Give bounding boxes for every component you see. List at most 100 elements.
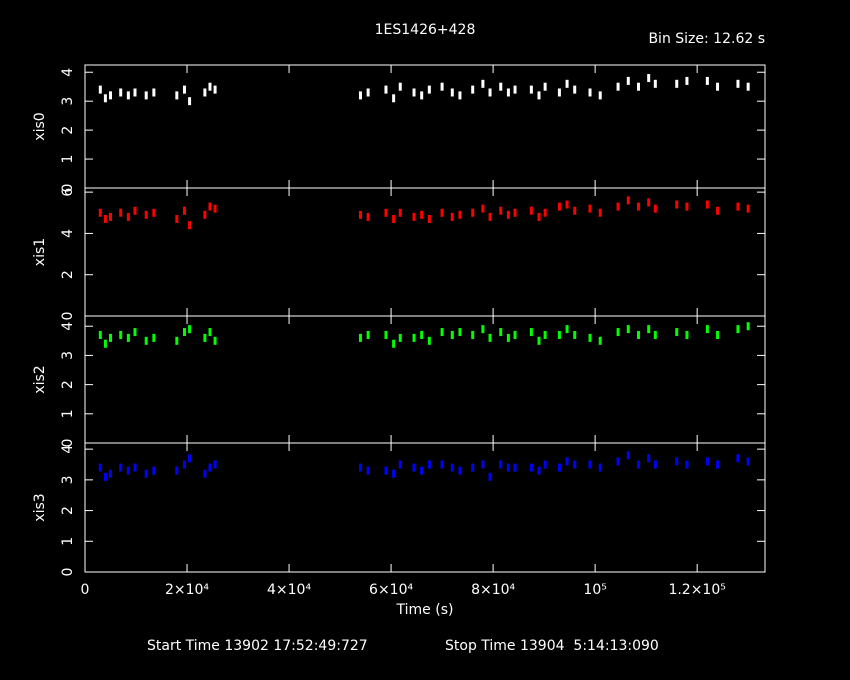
data-point bbox=[98, 85, 102, 94]
data-point bbox=[573, 330, 577, 339]
data-point bbox=[427, 214, 431, 223]
data-point bbox=[398, 208, 402, 217]
panel-frame bbox=[84, 442, 766, 573]
data-point bbox=[398, 460, 402, 469]
data-point bbox=[412, 88, 416, 97]
data-point bbox=[126, 91, 130, 100]
data-point bbox=[358, 333, 362, 342]
data-point bbox=[616, 202, 620, 211]
data-point bbox=[133, 88, 137, 97]
y-axis-label: xis0 bbox=[32, 112, 48, 140]
y-tick-label: 1 bbox=[60, 409, 76, 418]
data-point bbox=[458, 328, 462, 337]
data-point bbox=[543, 330, 547, 339]
y-tick-label: 3 bbox=[60, 475, 76, 484]
data-point bbox=[537, 466, 541, 475]
data-point bbox=[152, 333, 156, 342]
data-point bbox=[705, 76, 709, 85]
data-point bbox=[588, 333, 592, 342]
data-point bbox=[513, 330, 517, 339]
data-point bbox=[588, 460, 592, 469]
data-point bbox=[109, 469, 113, 478]
data-point bbox=[565, 457, 569, 466]
data-point bbox=[208, 328, 212, 337]
data-point bbox=[188, 325, 192, 334]
data-point bbox=[513, 85, 517, 94]
data-point bbox=[513, 463, 517, 472]
data-point bbox=[109, 212, 113, 221]
data-point bbox=[175, 336, 179, 345]
data-point bbox=[213, 204, 217, 213]
data-point bbox=[543, 460, 547, 469]
data-point bbox=[412, 212, 416, 221]
x-tick-label: 8×10⁴ bbox=[471, 582, 515, 598]
data-point bbox=[208, 82, 212, 91]
data-point bbox=[705, 457, 709, 466]
data-point bbox=[616, 328, 620, 337]
data-point bbox=[653, 204, 657, 213]
data-point bbox=[440, 208, 444, 217]
data-point bbox=[685, 330, 689, 339]
data-point bbox=[427, 460, 431, 469]
data-point bbox=[440, 328, 444, 337]
data-point bbox=[152, 208, 156, 217]
data-point bbox=[208, 463, 212, 472]
x-tick-label: 1.2×10⁵ bbox=[668, 582, 725, 598]
data-point bbox=[565, 200, 569, 209]
data-point bbox=[182, 85, 186, 94]
data-point bbox=[736, 202, 740, 211]
data-point bbox=[481, 79, 485, 88]
data-point bbox=[213, 85, 217, 94]
data-point bbox=[675, 457, 679, 466]
data-point bbox=[384, 466, 388, 475]
data-point bbox=[653, 79, 657, 88]
data-point bbox=[175, 214, 179, 223]
data-point bbox=[481, 460, 485, 469]
y-tick-label: 1 bbox=[60, 155, 76, 164]
data-point bbox=[565, 79, 569, 88]
data-point bbox=[420, 91, 424, 100]
y-tick-label: 0 bbox=[60, 439, 76, 448]
data-point bbox=[427, 85, 431, 94]
y-tick-label: 3 bbox=[60, 97, 76, 106]
data-point bbox=[213, 336, 217, 345]
data-point bbox=[705, 200, 709, 209]
data-point bbox=[384, 208, 388, 217]
data-point bbox=[499, 328, 503, 337]
data-point bbox=[366, 88, 370, 97]
data-point bbox=[588, 88, 592, 97]
data-point bbox=[647, 198, 651, 207]
data-point bbox=[188, 221, 192, 230]
data-point bbox=[133, 206, 137, 215]
data-point bbox=[716, 82, 720, 91]
data-point bbox=[636, 202, 640, 211]
data-point bbox=[458, 466, 462, 475]
data-point bbox=[203, 210, 207, 219]
data-point bbox=[203, 88, 207, 97]
data-point bbox=[203, 469, 207, 478]
data-point bbox=[440, 460, 444, 469]
x-tick-label: 10⁵ bbox=[583, 582, 606, 598]
data-point bbox=[557, 463, 561, 472]
data-point bbox=[543, 208, 547, 217]
data-point bbox=[481, 204, 485, 213]
data-point bbox=[716, 206, 720, 215]
data-point bbox=[471, 208, 475, 217]
data-point bbox=[182, 328, 186, 337]
data-point bbox=[481, 325, 485, 334]
data-point bbox=[736, 454, 740, 463]
data-point bbox=[398, 333, 402, 342]
data-point bbox=[736, 79, 740, 88]
data-point bbox=[746, 457, 750, 466]
data-point bbox=[182, 460, 186, 469]
data-point bbox=[488, 472, 492, 481]
y-tick-label: 2 bbox=[60, 270, 76, 279]
data-point bbox=[358, 91, 362, 100]
data-point bbox=[746, 322, 750, 331]
data-point bbox=[126, 212, 130, 221]
y-tick-label: 0 bbox=[60, 312, 76, 321]
y-tick-label: 6 bbox=[60, 188, 76, 197]
data-point bbox=[488, 333, 492, 342]
